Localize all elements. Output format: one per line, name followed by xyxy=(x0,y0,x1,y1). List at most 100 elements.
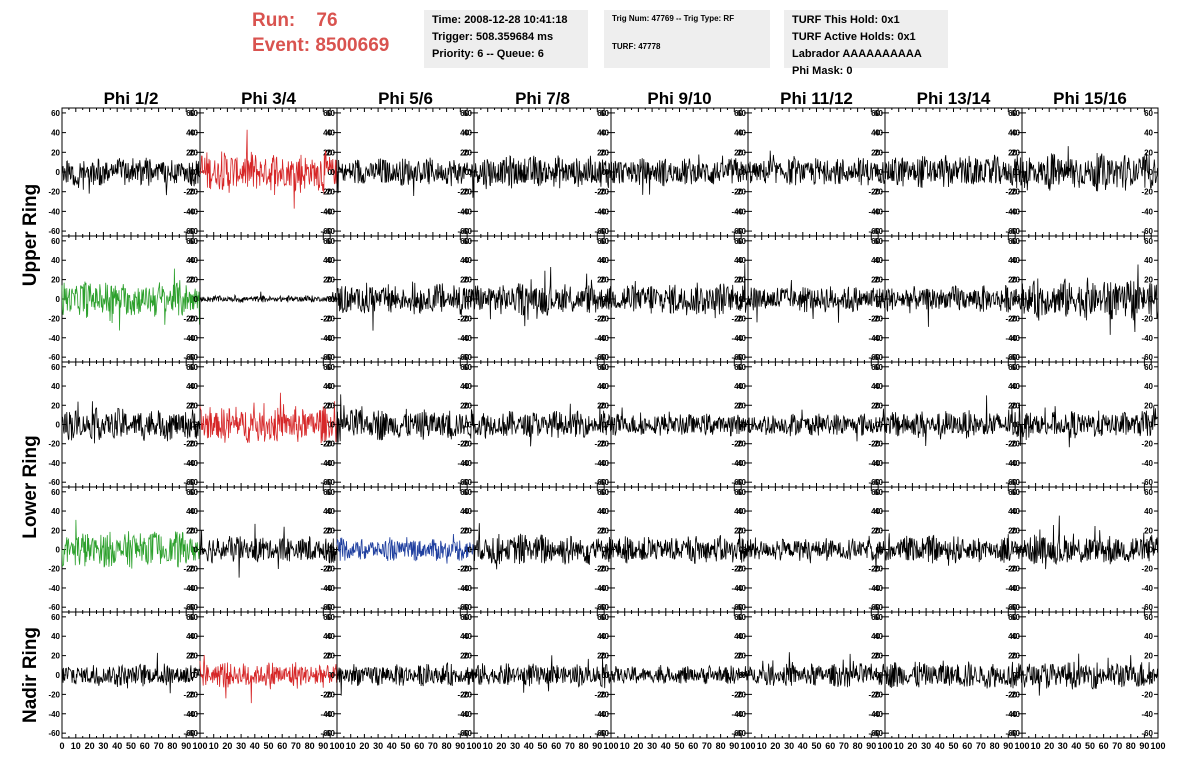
waveform-panel: -60 -60 -40 -40 -20 -20 0 0 20 20 40 40 60 60 xyxy=(48,361,201,488)
y-tick-label: 0 xyxy=(742,421,747,430)
y-tick-label: 40 xyxy=(51,382,60,391)
y-tick-label: 0 xyxy=(605,421,610,430)
y-tick-label: -20 xyxy=(1141,314,1153,323)
x-tick-label: 60 xyxy=(140,741,150,751)
waveform-panel: -60 -60 -40 -40 -20 -20 0 0 20 20 40 40 60 60 xyxy=(734,107,886,237)
x-tick-label: 10 xyxy=(71,741,81,751)
y-tick-label: -40 xyxy=(734,207,746,216)
y-tick-label: -20 xyxy=(597,565,609,574)
y-tick-label: 60 xyxy=(874,109,883,118)
y-tick-label: 60 xyxy=(186,488,195,497)
y-tick-label: -20 xyxy=(183,440,195,449)
y-tick-label: 0 xyxy=(1013,546,1018,555)
y-tick-label: 20 xyxy=(460,526,469,535)
x-tick-label: 40 xyxy=(112,741,122,751)
y-tick-label: -20 xyxy=(871,314,883,323)
y-tick-label: -20 xyxy=(734,690,746,699)
y-tick-label: -40 xyxy=(871,584,883,593)
y-tick-label: -60 xyxy=(48,227,60,236)
y-tick-label: -60 xyxy=(457,353,469,362)
y-tick-label: -20 xyxy=(594,440,606,449)
y-tick-label: 0 xyxy=(879,295,884,304)
y-tick-label: 40 xyxy=(737,129,746,138)
y-tick-label: -40 xyxy=(48,207,60,216)
y-tick-label: 0 xyxy=(331,295,336,304)
x-tick-label: 20 xyxy=(222,741,232,751)
x-tick-label: 90 xyxy=(729,741,739,751)
y-tick-label: -60 xyxy=(460,478,472,487)
y-tick-label: 60 xyxy=(734,488,743,497)
waveform-panel: -60 -60 -40 -40 -20 -20 0 0 20 20 40 40 60 60 xyxy=(48,486,201,613)
column-header: Phi 15/16 xyxy=(1053,89,1127,108)
x-tick-label: 60 xyxy=(414,741,424,751)
y-tick-label: 60 xyxy=(460,613,469,622)
y-tick-label: 40 xyxy=(737,507,746,516)
y-tick-label: -40 xyxy=(457,584,469,593)
waveform-trace xyxy=(61,268,201,331)
y-tick-label: 40 xyxy=(323,256,332,265)
waveform-panel: -60 -60 -40 -40 -20 -20 0 0 20 20 40 40 60 60 xyxy=(323,486,475,613)
y-tick-label: 40 xyxy=(186,632,195,641)
y-tick-label: 0 xyxy=(468,421,473,430)
y-tick-label: -40 xyxy=(323,334,335,343)
x-tick-label: 40 xyxy=(935,741,945,751)
x-tick-label: 10 xyxy=(620,741,630,751)
waveform-panel: -60 -60 -40 -40 -20 -20 0 0 20 20 40 40 60 60 xyxy=(871,107,1023,237)
y-tick-label: -20 xyxy=(183,314,195,323)
y-tick-label: -40 xyxy=(597,334,609,343)
y-tick-label: -60 xyxy=(594,603,606,612)
y-tick-label: -60 xyxy=(186,603,198,612)
y-tick-label: 0 xyxy=(742,168,747,177)
y-tick-label: 20 xyxy=(1011,148,1020,157)
x-tick-label: 70 xyxy=(428,741,438,751)
y-tick-label: 60 xyxy=(871,363,880,372)
waveform-trace xyxy=(610,532,749,564)
y-tick-label: -40 xyxy=(597,710,609,719)
y-tick-label: -40 xyxy=(1005,334,1017,343)
y-tick-label: -60 xyxy=(871,729,883,738)
x-tick-label: 100 xyxy=(877,741,892,751)
x-tick-label: 80 xyxy=(1126,741,1136,751)
y-tick-label: 20 xyxy=(1144,526,1153,535)
y-tick-label: -40 xyxy=(731,459,743,468)
y-tick-label: 0 xyxy=(1013,421,1018,430)
y-tick-label: 20 xyxy=(600,276,609,285)
y-tick-label: 20 xyxy=(597,148,606,157)
y-tick-label: 40 xyxy=(323,507,332,516)
y-tick-label: 40 xyxy=(597,632,606,641)
y-tick-label: -40 xyxy=(734,334,746,343)
y-tick-label: -60 xyxy=(731,729,743,738)
y-tick-label: -60 xyxy=(734,603,746,612)
y-tick-label: 0 xyxy=(328,295,333,304)
y-tick-label: -20 xyxy=(48,690,60,699)
waveform-trace xyxy=(884,533,1023,566)
y-tick-label: 0 xyxy=(331,421,336,430)
panel-frame xyxy=(336,611,475,739)
y-tick-label: -20 xyxy=(460,565,472,574)
y-tick-label: -60 xyxy=(186,729,198,738)
y-tick-label: -60 xyxy=(871,478,883,487)
y-tick-label: 60 xyxy=(1144,488,1153,497)
time-info-box: Time: 2008-12-28 10:41:18 Trigger: 508.3… xyxy=(424,10,588,68)
waveform-trace xyxy=(61,652,201,694)
x-tick-label: 30 xyxy=(373,741,383,751)
y-tick-label: -40 xyxy=(183,459,195,468)
y-tick-label: -40 xyxy=(48,584,60,593)
y-tick-label: 40 xyxy=(189,129,198,138)
y-tick-label: -40 xyxy=(323,459,335,468)
waveform-panel: -60 -60 -40 -40 -20 -20 0 0 20 20 40 40 60 60 xyxy=(1008,486,1159,613)
y-tick-label: -60 xyxy=(597,227,609,236)
y-tick-label: -60 xyxy=(868,353,880,362)
y-tick-label: -20 xyxy=(457,314,469,323)
waveform-trace xyxy=(1021,405,1159,448)
waveform-trace xyxy=(747,408,886,442)
x-tick-label: 20 xyxy=(633,741,643,751)
y-tick-label: -60 xyxy=(1008,227,1020,236)
y-tick-label: 60 xyxy=(737,363,746,372)
y-tick-label: -40 xyxy=(460,710,472,719)
y-tick-label: 20 xyxy=(871,526,880,535)
y-tick-label: -40 xyxy=(1141,710,1153,719)
y-tick-label: 0 xyxy=(879,168,884,177)
y-tick-label: -40 xyxy=(734,584,746,593)
